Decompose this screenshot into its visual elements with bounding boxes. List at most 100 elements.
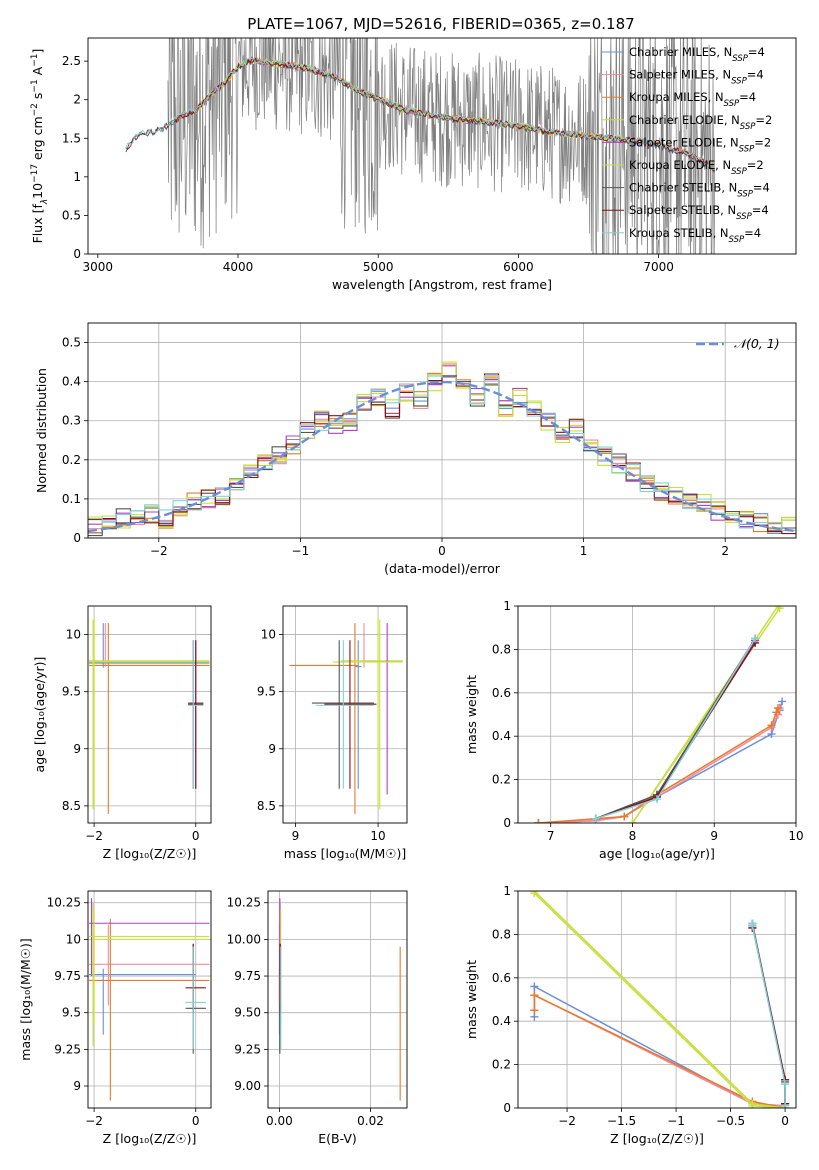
x-axis-label: Z [log₁₀(Z/Z☉)]: [103, 846, 197, 861]
legend-label-kroupa-miles: Kroupa MILES, NSSP=4: [629, 90, 756, 109]
axes-frame: [87, 605, 212, 824]
plus-marker: [534, 819, 543, 823]
y-tick-label: 9.25: [234, 1042, 261, 1056]
y-axis-label: age [log₁₀(age/yr)]: [32, 657, 47, 773]
legend-label-gaussian: 𝒩(0, 1): [734, 336, 780, 351]
plot-area: [268, 891, 407, 1108]
y-tick-label: 9.75: [234, 969, 261, 983]
y-tick-label: 2: [73, 93, 81, 107]
x-tick-label: −2: [150, 544, 168, 558]
hist-line-kroupa-stelib: [88, 375, 796, 531]
y-tick-label: 0.4: [492, 1014, 511, 1028]
x-tick-label: 2: [721, 544, 729, 558]
point-chabrier-elodie: [340, 617, 403, 809]
y-axis-label-part: Flux [f: [30, 204, 45, 244]
y-tick-label: 10.00: [227, 932, 261, 946]
series-line: [595, 642, 756, 820]
y-tick-label: 9.50: [234, 1006, 261, 1020]
y-tick-label: 0.5: [62, 208, 81, 222]
axes-residuals: −2 −1 0 1 2 0 0.1 0.2 0.3 0.4 0.5 (data-model)/erro…: [34, 322, 797, 576]
plus-marker: [628, 819, 637, 823]
point-kroupa-miles: [89, 623, 210, 814]
series-line: [751, 923, 786, 1106]
series-chabrier-elodie: [628, 606, 783, 823]
series-salpeter-elodie: [591, 636, 760, 823]
plus-marker: [767, 721, 776, 730]
plus-marker: [774, 703, 783, 712]
axes-frame: [87, 890, 212, 1109]
series-chabrier-stelib: [591, 634, 760, 823]
series-kroupa-stelib: [591, 634, 760, 823]
x-tick-label: 4000: [223, 260, 254, 274]
y-tick-label: 0.1: [62, 492, 81, 506]
y-tick-label: 0.3: [62, 414, 81, 428]
y-axis-label-part: s: [30, 93, 45, 104]
y-tick-label: 0.6: [492, 686, 511, 700]
legend-label-salpeter-stelib: Salpeter STELIB, NSSP=4: [629, 203, 769, 222]
y-tick-label: 0.4: [62, 375, 81, 389]
axes-mass-vs-ebv: 0.00 0.02 9.00 9.25 9.50 9.75 10.00 10.25 E(B-V): [227, 890, 408, 1146]
y-tick-label: 0: [73, 531, 81, 545]
y-tick-label: 0.4: [492, 729, 511, 743]
point-kroupa-stelib: [185, 946, 206, 1050]
point-kroupa-elodie: [332, 619, 403, 810]
axes-frame: [517, 890, 797, 1109]
y-axis-label: Normed distribution: [34, 368, 49, 493]
point-kroupa-elodie: [89, 910, 210, 1025]
y-tick-label: 0: [503, 816, 511, 830]
point-kroupa-miles: [89, 918, 210, 1101]
x-axis-label: Z [log₁₀(Z/Z☉)]: [610, 1131, 704, 1146]
axes-mass-weight-vs-z: −2 −1.5 −1 −0.5 0 0 0.2 0.4 0.6 0.8 1 Z [log₁₀(Z/Z☉…: [464, 884, 797, 1146]
y-tick-label: 9.00: [234, 1079, 261, 1093]
figure-title: PLATE=1067, MJD=52616, FIBERID=0365, z=0…: [247, 15, 634, 33]
plus-marker: [530, 1006, 539, 1015]
legend-label-kroupa-stelib: Kroupa STELIB, NSSP=4: [629, 226, 761, 245]
x-tick-label: 0: [192, 1114, 200, 1128]
legend-label-chabrier-stelib: Chabrier STELIB, NSSP=4: [629, 181, 770, 200]
x-tick-label: −2: [85, 1114, 103, 1128]
point-chabrier-miles: [89, 623, 210, 668]
series-salpeter-stelib: [748, 921, 790, 1108]
plot-area: [125, 38, 716, 254]
y-tick-label: 10.25: [227, 896, 261, 910]
series-salpeter-miles: [530, 991, 790, 1108]
y-tick-label: 0.2: [492, 1058, 511, 1072]
y-axis-label-part: λ: [40, 199, 50, 205]
plot-area: [88, 891, 211, 1108]
y-axis-label: mass weight: [464, 960, 479, 1039]
x-tick-label: 0: [192, 829, 200, 843]
point-chabrier-elodie: [89, 617, 210, 809]
point-salpeter-miles: [89, 924, 210, 1006]
y-tick-label: 0.8: [492, 642, 511, 656]
model-line-kroupa-stelib: [125, 58, 716, 171]
y-tick-label: 0.2: [492, 773, 511, 787]
point-chabrier-miles: [354, 640, 362, 789]
x-tick-label: −1: [292, 544, 310, 558]
y-tick-label: 10: [66, 932, 81, 946]
data-spectrum: [167, 38, 716, 254]
y-axis-label-part: 10: [30, 183, 45, 199]
plot-area: [518, 891, 796, 1108]
axes-frame: [87, 37, 797, 255]
series-salpeter-miles: [534, 703, 784, 823]
x-tick-label: 6000: [503, 260, 534, 274]
x-tick-label: −0.5: [716, 1114, 745, 1128]
x-tick-label: 9: [710, 829, 718, 843]
x-tick-label: 1: [580, 544, 588, 558]
model-line-chabrier-stelib: [125, 58, 715, 173]
plus-marker: [591, 814, 600, 823]
y-tick-label: 0: [503, 1101, 511, 1115]
series-line: [533, 993, 786, 1108]
y-tick-label: 9.5: [257, 685, 276, 699]
y-tick-label: 9: [73, 1079, 81, 1093]
series-line: [595, 638, 756, 820]
series-line: [533, 892, 786, 1108]
series-line: [595, 640, 756, 820]
plot-area: [283, 606, 407, 823]
series-kroupa-miles: [534, 703, 783, 823]
x-axis-label: (data-model)/error: [384, 561, 501, 576]
series-kroupa-miles: [530, 991, 790, 1108]
point-kroupa-elodie: [89, 619, 210, 810]
plus-marker: [772, 708, 781, 717]
